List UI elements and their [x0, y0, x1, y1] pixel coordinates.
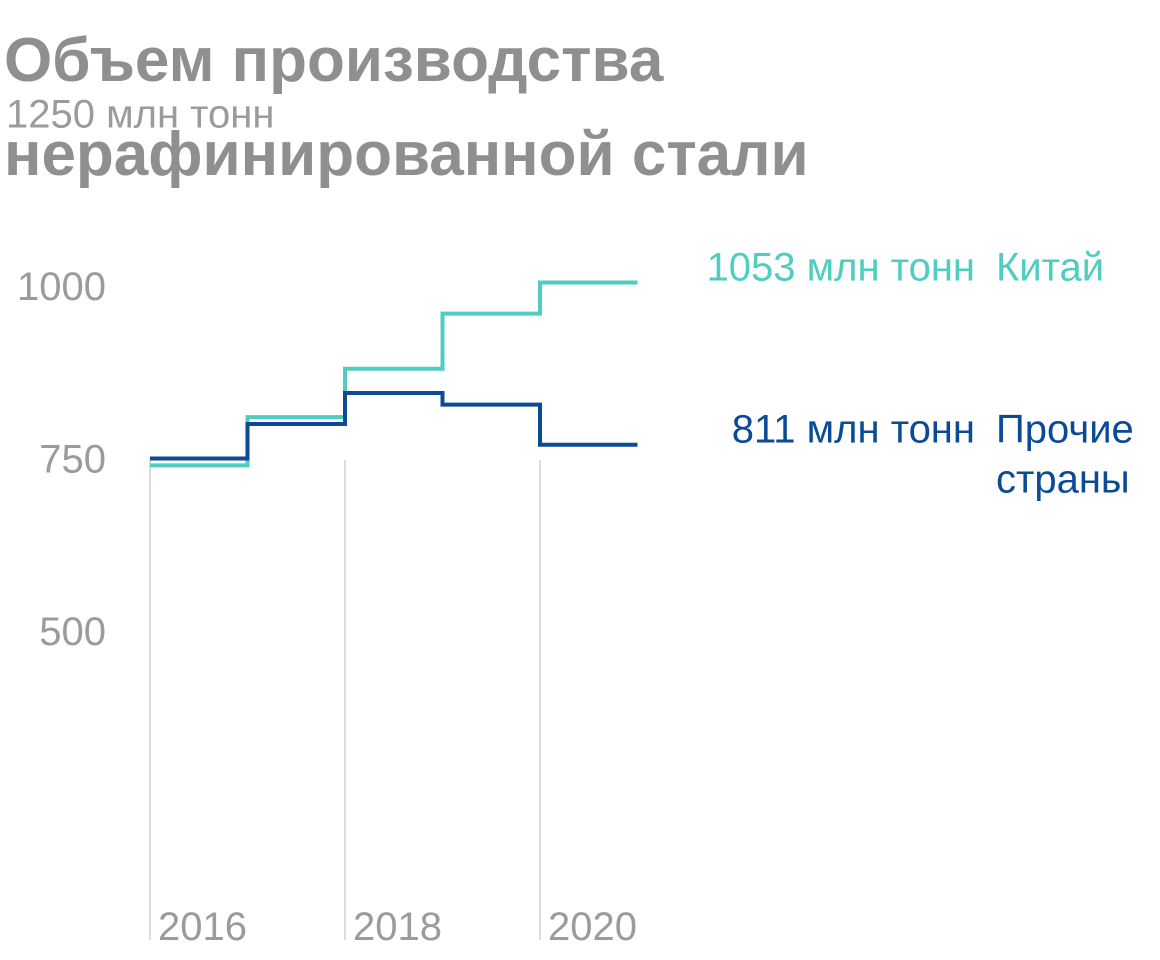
y-tick-500: 500 — [39, 610, 106, 654]
x-tick-2016: 2016 — [158, 905, 247, 949]
chart-title-line-2: нерафинированной стали — [4, 120, 809, 189]
series-line-1 — [150, 390, 638, 461]
x-tick-2018: 2018 — [353, 905, 442, 949]
series-legend-0-0: Китай — [996, 246, 1104, 290]
y-tick-1250: 1250 млн тонн — [6, 93, 274, 137]
series-line-0 — [150, 280, 638, 468]
y-tick-750: 750 — [39, 438, 106, 482]
series-end-label-1: 811 млн тонн — [732, 408, 975, 452]
chart-title: Объем производства нерафинированной стал… — [4, 14, 1154, 202]
chart-title-line-1: Объем производства — [4, 26, 664, 95]
y-tick-1000: 1000 — [17, 265, 106, 309]
series-legend-1-1: страны — [996, 458, 1130, 502]
series-end-label-0: 1053 млн тонн — [707, 246, 975, 290]
x-tick-2020: 2020 — [548, 905, 637, 949]
series-legend-1-0: Прочие — [996, 408, 1134, 452]
